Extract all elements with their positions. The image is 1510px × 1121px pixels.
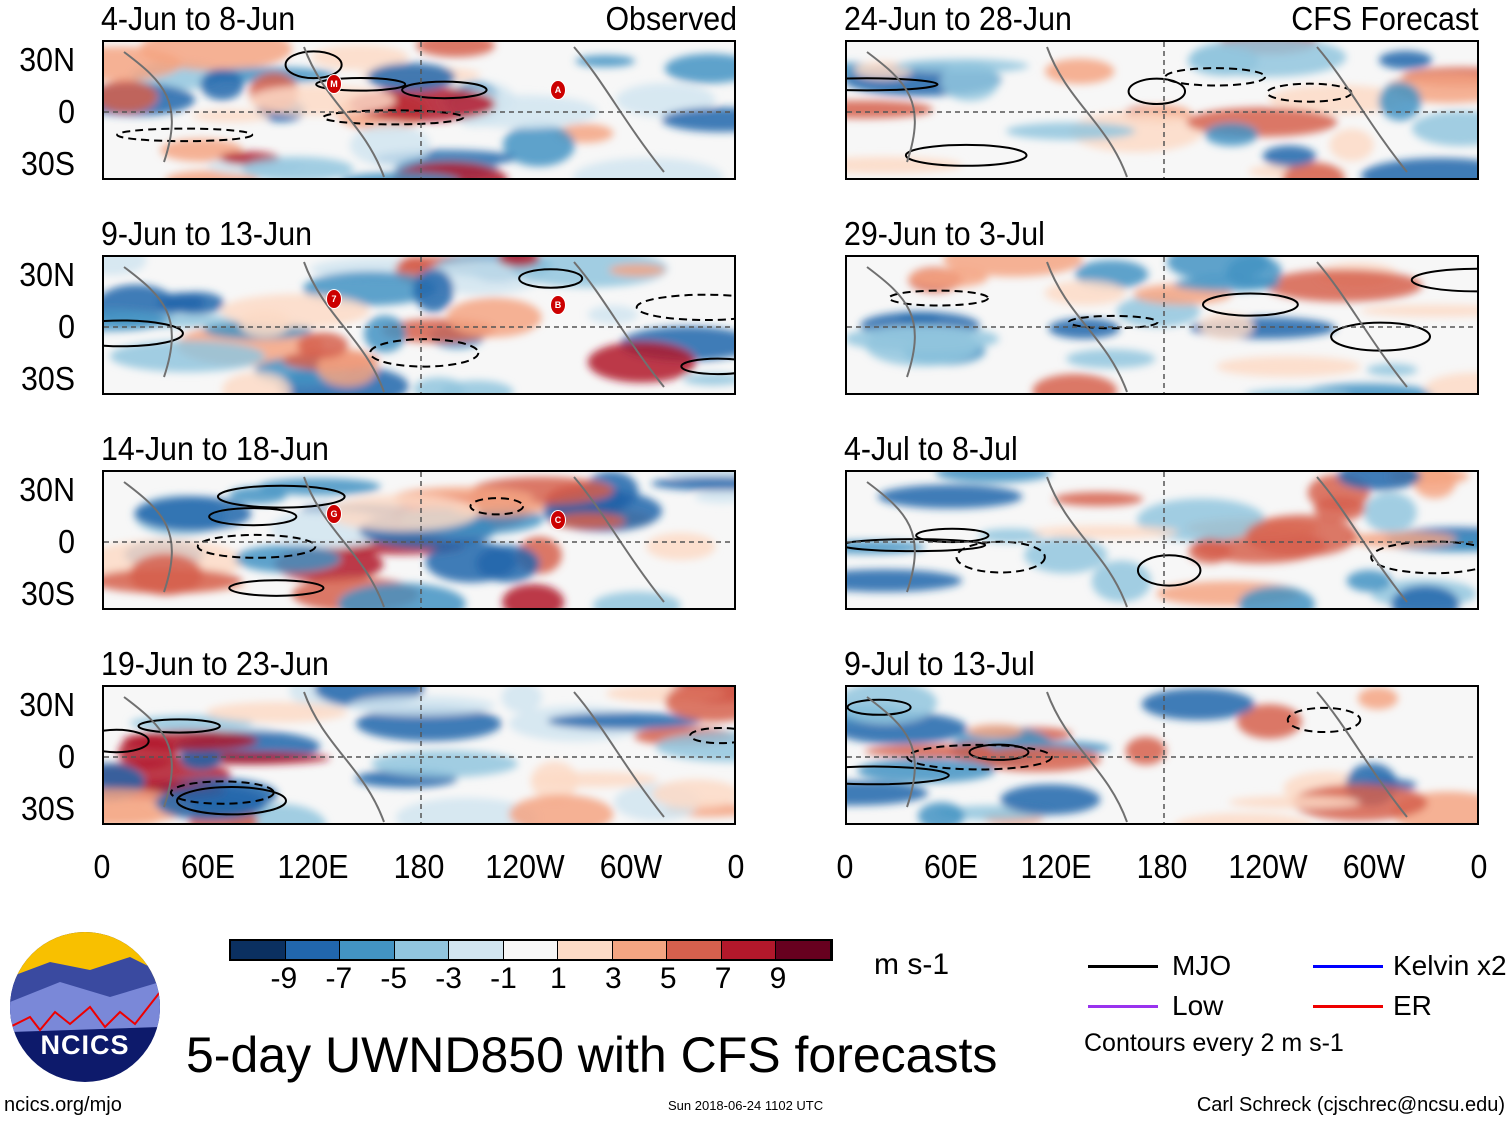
y-tick-label: 0 [58,93,75,130]
x-tick-label: 120W [1228,848,1308,885]
y-tick-label: 30S [20,790,75,827]
legend-line-low [1088,1005,1158,1008]
colorbar-swatch [394,941,450,959]
map-panel [845,685,1479,825]
map-panel [102,685,736,825]
header-observed: Observed [605,0,737,37]
colorbar-tick-label: -5 [380,962,408,995]
legend-line-kelvin [1313,965,1383,968]
panel-title-5: 29-Jun to 3-Jul [844,215,1045,252]
x-tick-label: 180 [1136,848,1188,885]
x-tick-label: 0 [93,848,111,885]
colorbar-swatch [612,941,668,959]
colorbar-swatch [285,941,341,959]
logo-text: NCICS [40,1030,130,1060]
legend-note: Contours every 2 m s-1 [1084,1029,1344,1057]
storm-marker: M [326,74,342,94]
colorbar-swatch [776,941,832,959]
storm-marker: 7 [326,289,342,309]
x-tick-label: 120E [1020,848,1092,885]
legend-label-kelvin: Kelvin x2 [1393,950,1507,981]
storm-marker: C [550,510,566,530]
panel-title-7: 9-Jul to 13-Jul [844,645,1035,682]
footer-url: ncics.org/mjo [4,1094,122,1116]
x-tick-label: 0 [727,848,745,885]
x-tick-label: 120W [485,848,565,885]
x-tick-label: 60E [923,848,978,885]
colorbar-swatch [449,941,504,959]
y-tick-label: 30S [20,575,75,612]
x-tick-label: 120E [277,848,349,885]
colorbar-swatch [340,941,395,959]
x-tick-label: 0 [1470,848,1488,885]
legend-label-mjo: MJO [1172,950,1232,981]
y-tick-label: 30N [19,471,75,508]
x-tick-label: 60W [1342,848,1405,885]
panel-title-1: 9-Jun to 13-Jun [101,215,312,252]
y-tick-label: 0 [58,523,75,560]
colorbar-tick-label: -7 [325,962,353,995]
colorbar-tick-label: 9 [769,962,787,995]
colorbar [229,939,833,961]
colorbar-tick-label: -3 [435,962,462,995]
colorbar-swatch [558,941,613,959]
colorbar-units: m s-1 [874,948,949,981]
storm-marker: G [326,504,342,524]
colorbar-swatch [503,941,559,959]
storm-marker: A [550,80,566,100]
x-tick-label: 0 [836,848,854,885]
y-tick-label: 30N [19,686,75,723]
colorbar-tick-label: 1 [550,962,567,995]
ncics-logo: NCICS [10,932,160,1082]
y-tick-label: 30S [20,145,75,182]
map-panel [845,40,1479,180]
y-tick-label: 30N [19,41,75,78]
storm-marker: B [550,295,566,315]
y-tick-label: 0 [58,738,75,775]
legend-line-mjo [1088,965,1158,968]
colorbar-tick-label: 7 [714,962,732,995]
panel-title-4: 24-Jun to 28-Jun [844,0,1072,37]
colorbar-tick-label: 3 [604,962,622,995]
header-observed-title-0: 4-Jun to 8-Jun [101,0,296,37]
panel-title-6: 4-Jul to 8-Jul [844,430,1018,467]
map-panel [845,255,1479,395]
y-tick-label: 0 [58,308,75,345]
header-forecast: CFS Forecast [1291,0,1479,37]
colorbar-tick-label: -1 [490,962,517,995]
colorbar-swatch [721,941,777,959]
y-tick-label: 30N [19,256,75,293]
footer-author: Carl Schreck (cjschrec@ncsu.edu) [1196,1094,1505,1116]
x-tick-label: 180 [393,848,445,885]
panel-title-3: 19-Jun to 23-Jun [101,645,329,682]
x-tick-label: 60W [599,848,662,885]
colorbar-tick-label: 5 [659,962,677,995]
colorbar-swatch [231,941,286,959]
legend-label-low: Low [1172,990,1224,1021]
y-tick-label: 30S [20,360,75,397]
x-tick-label: 60E [180,848,235,885]
colorbar-swatch [667,941,722,959]
legend-label-er: ER [1393,990,1432,1021]
legend-line-er [1313,1005,1383,1008]
footer-timestamp: Sun 2018-06-24 1102 UTC [668,1098,824,1113]
map-panel [845,470,1479,610]
panel-title-2: 14-Jun to 18-Jun [101,430,329,467]
colorbar-tick-label: -9 [270,962,298,995]
figure-title: 5-day UWND850 with CFS forecasts [186,1027,998,1083]
